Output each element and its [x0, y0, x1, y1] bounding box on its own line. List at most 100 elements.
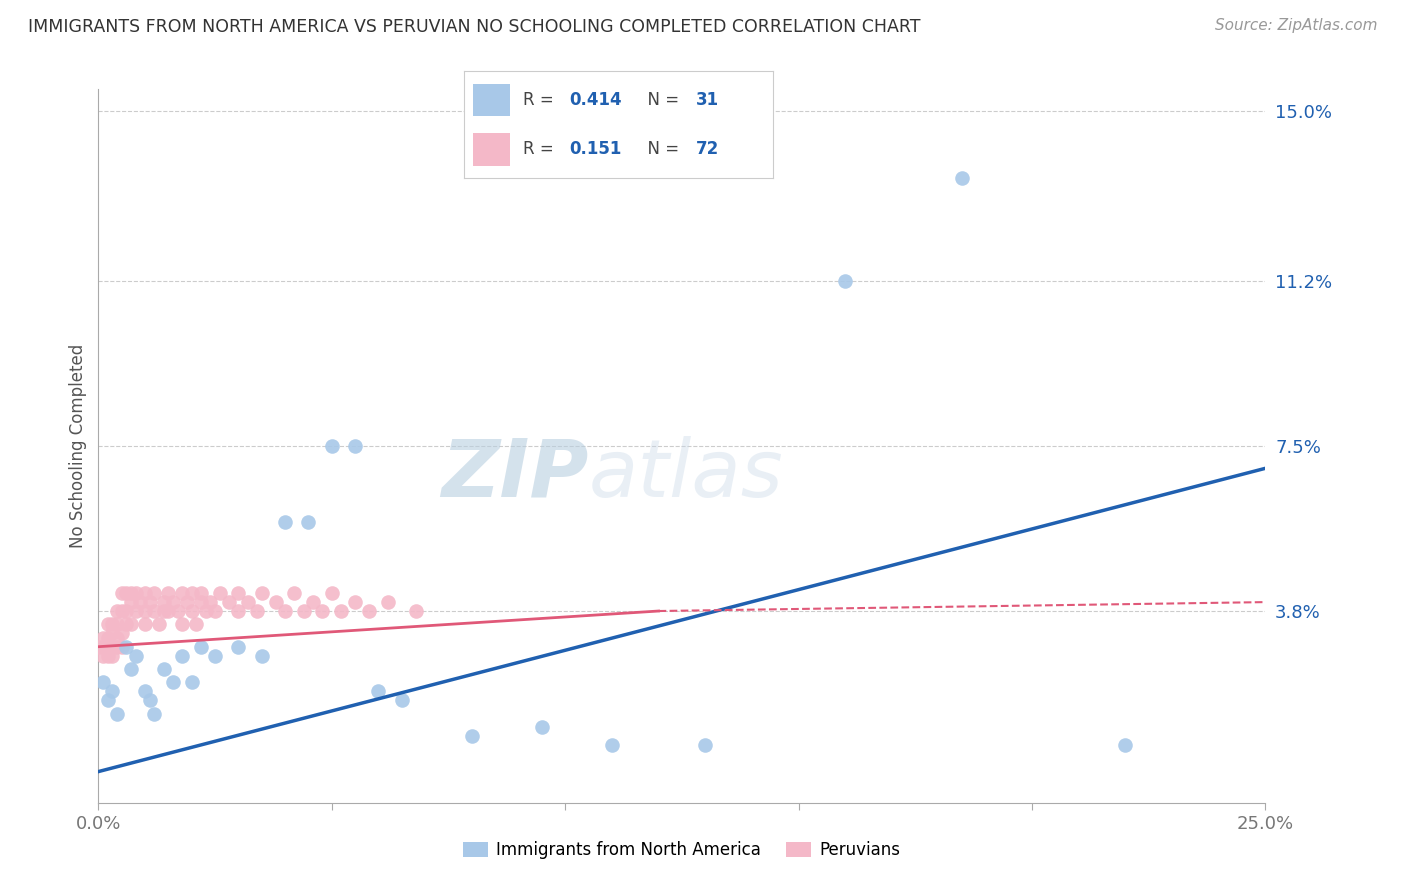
Point	[250, 586, 273, 600]
Text: Source: ZipAtlas.com: Source: ZipAtlas.com	[1215, 18, 1378, 33]
Point	[302, 595, 325, 609]
Point	[129, 595, 152, 609]
Point	[321, 439, 343, 453]
Point	[111, 640, 134, 654]
Point	[228, 604, 250, 618]
Text: ZIP: ZIP	[441, 435, 589, 514]
Point	[250, 648, 273, 663]
Point	[115, 586, 138, 600]
Bar	[474, 134, 510, 166]
Point	[152, 595, 174, 609]
Point	[91, 648, 114, 663]
Text: R =: R =	[523, 141, 558, 159]
Point	[274, 515, 297, 529]
Point	[311, 604, 333, 618]
Point	[180, 675, 202, 690]
Point	[180, 604, 202, 618]
Point	[101, 648, 124, 663]
Text: 0.151: 0.151	[569, 141, 621, 159]
Y-axis label: No Schooling Completed: No Schooling Completed	[69, 344, 87, 548]
Point	[190, 640, 212, 654]
Point	[134, 684, 156, 698]
Point	[134, 604, 156, 618]
Point	[97, 617, 120, 632]
Point	[105, 640, 128, 654]
Point	[200, 595, 222, 609]
Point	[134, 617, 156, 632]
Point	[204, 604, 226, 618]
Point	[1114, 738, 1136, 752]
Point	[101, 640, 124, 654]
Point	[115, 640, 138, 654]
Point	[115, 604, 138, 618]
Point	[172, 586, 194, 600]
Text: N =: N =	[637, 141, 685, 159]
Point	[87, 640, 110, 654]
Point	[115, 617, 138, 632]
Point	[97, 631, 120, 645]
Point	[180, 586, 202, 600]
Text: 72: 72	[696, 141, 720, 159]
Point	[172, 617, 194, 632]
Point	[176, 595, 198, 609]
Point	[186, 617, 208, 632]
Point	[162, 595, 184, 609]
Text: 0.414: 0.414	[569, 91, 621, 109]
Point	[152, 662, 174, 676]
Text: IMMIGRANTS FROM NORTH AMERICA VS PERUVIAN NO SCHOOLING COMPLETED CORRELATION CHA: IMMIGRANTS FROM NORTH AMERICA VS PERUVIA…	[28, 18, 921, 36]
Bar	[474, 84, 510, 116]
Point	[111, 586, 134, 600]
Point	[143, 604, 166, 618]
Point	[264, 595, 287, 609]
Point	[148, 617, 170, 632]
Point	[204, 648, 226, 663]
Point	[125, 604, 148, 618]
Legend: Immigrants from North America, Peruvians: Immigrants from North America, Peruvians	[457, 835, 907, 866]
Point	[105, 604, 128, 618]
Point	[236, 595, 259, 609]
Point	[105, 706, 128, 721]
Point	[101, 684, 124, 698]
Point	[162, 675, 184, 690]
Point	[125, 586, 148, 600]
Point	[359, 604, 381, 618]
Point	[91, 675, 114, 690]
Point	[228, 640, 250, 654]
Point	[101, 626, 124, 640]
Point	[246, 604, 269, 618]
Point	[292, 604, 315, 618]
Point	[143, 586, 166, 600]
Point	[190, 595, 212, 609]
Point	[218, 595, 240, 609]
Text: 31: 31	[696, 91, 718, 109]
Point	[97, 640, 120, 654]
Point	[120, 595, 142, 609]
Point	[157, 586, 180, 600]
Point	[152, 604, 174, 618]
Point	[950, 171, 973, 186]
Point	[91, 640, 114, 654]
Point	[344, 595, 367, 609]
Point	[91, 631, 114, 645]
Point	[391, 693, 413, 707]
Point	[228, 586, 250, 600]
Point	[283, 586, 305, 600]
Point	[120, 617, 142, 632]
Point	[208, 586, 231, 600]
Point	[377, 595, 399, 609]
Point	[367, 684, 389, 698]
Point	[405, 604, 427, 618]
Point	[190, 586, 212, 600]
Point	[695, 738, 717, 752]
Text: atlas: atlas	[589, 435, 783, 514]
Point	[97, 648, 120, 663]
Point	[105, 617, 128, 632]
Point	[274, 604, 297, 618]
Point	[600, 738, 623, 752]
Text: N =: N =	[637, 91, 685, 109]
Point	[297, 515, 319, 529]
Point	[834, 274, 856, 288]
Text: R =: R =	[523, 91, 558, 109]
Point	[330, 604, 353, 618]
Point	[120, 662, 142, 676]
